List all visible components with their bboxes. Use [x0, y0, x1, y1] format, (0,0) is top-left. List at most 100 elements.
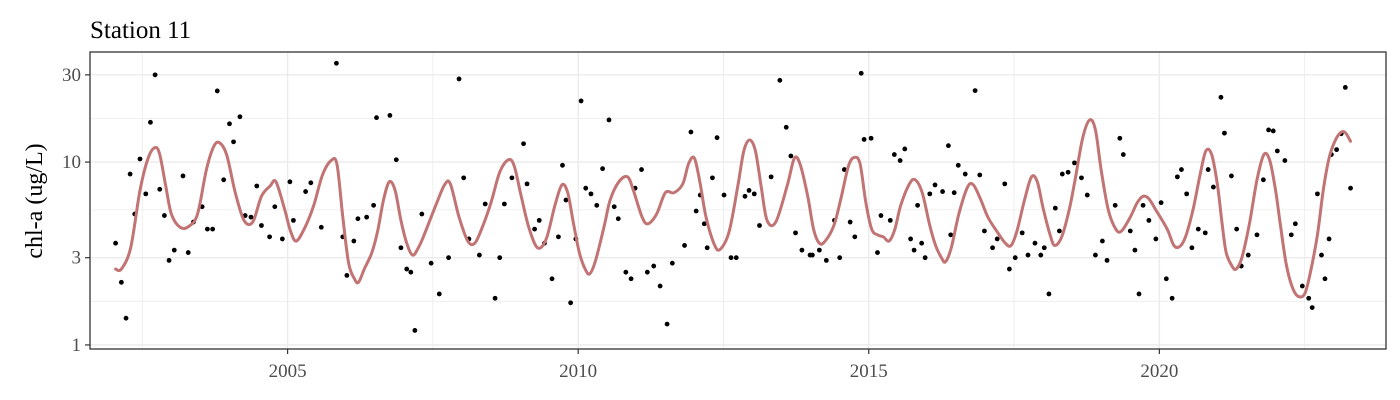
data-point [143, 191, 149, 197]
data-point [408, 269, 414, 275]
data-point [419, 211, 425, 217]
data-point [137, 156, 143, 162]
data-point [751, 191, 757, 197]
data-point [742, 193, 748, 199]
data-point [1099, 238, 1105, 244]
data-point [945, 143, 951, 149]
data-point [1132, 247, 1138, 253]
x-tick-label: 2020 [1140, 361, 1178, 382]
data-point [594, 202, 600, 208]
data-point [412, 328, 418, 333]
data-point [1334, 147, 1340, 153]
data-point [393, 157, 399, 163]
data-point [524, 181, 530, 187]
data-point [578, 98, 584, 104]
data-point [982, 228, 987, 234]
data-point [227, 121, 232, 127]
data-point [1179, 167, 1184, 172]
data-point [962, 171, 968, 177]
data-point [1315, 191, 1320, 197]
x-tick-label: 2005 [269, 361, 307, 382]
data-point [303, 189, 309, 194]
data-point [600, 166, 605, 172]
data-point [556, 234, 561, 240]
data-point [788, 153, 794, 159]
data-point [1012, 255, 1018, 261]
data-point [1169, 295, 1175, 301]
data-point [1046, 291, 1052, 297]
data-point [1274, 148, 1280, 154]
data-point [1234, 226, 1240, 232]
data-point [157, 186, 163, 192]
data-point [1041, 245, 1047, 251]
data-point [977, 172, 983, 178]
data-point [1342, 85, 1348, 90]
data-point [267, 234, 272, 240]
data-point [1127, 228, 1133, 234]
data-point [733, 255, 739, 261]
data-point [757, 223, 762, 228]
data-point [1260, 177, 1266, 183]
data-point [657, 283, 663, 289]
data-point [1065, 169, 1071, 175]
data-point [1019, 230, 1025, 236]
y-tick-label: 30 [62, 65, 81, 86]
data-point [887, 217, 893, 223]
chart-title: Station 11 [90, 17, 191, 44]
y-axis: 1 3 10 30 [62, 65, 90, 356]
data-point [171, 247, 177, 253]
data-point [123, 315, 129, 321]
data-point [210, 226, 216, 232]
data-point [404, 266, 410, 272]
data-point [185, 250, 191, 255]
data-point [279, 236, 285, 242]
data-point [492, 295, 498, 301]
data-point [482, 201, 488, 207]
data-point [476, 252, 482, 258]
data-point [1056, 228, 1062, 234]
data-point [536, 217, 542, 223]
data-point [532, 226, 537, 232]
data-point [902, 146, 908, 152]
data-point [1245, 252, 1251, 258]
data-point [1254, 232, 1260, 238]
data-point [728, 255, 734, 261]
data-point [560, 162, 565, 168]
data-point [688, 129, 694, 135]
data-point [1072, 160, 1077, 166]
data-point [1112, 202, 1118, 208]
grid-minor [90, 52, 1386, 349]
data-point [615, 216, 621, 222]
data-point [428, 260, 434, 266]
data-point [355, 216, 361, 222]
x-tick-label: 2015 [850, 361, 888, 382]
data-point [927, 191, 933, 197]
data-point [922, 255, 928, 261]
y-tick-label: 3 [72, 248, 82, 269]
data-point [1309, 305, 1315, 311]
data-point [861, 137, 867, 142]
data-point [1288, 232, 1294, 238]
data-point [875, 250, 880, 255]
data-point [456, 76, 462, 82]
data-point [166, 257, 172, 263]
data-point [1229, 173, 1234, 179]
y-tick-label: 1 [72, 335, 82, 356]
data-point [1189, 245, 1195, 251]
data-point [1059, 171, 1065, 177]
data-point [501, 201, 507, 207]
data-point [161, 213, 167, 218]
data-point [891, 152, 897, 157]
data-point [521, 141, 526, 147]
data-point [387, 113, 393, 118]
data-point [911, 247, 917, 253]
data-point [1205, 167, 1211, 172]
data-point [611, 204, 617, 210]
data-point [259, 223, 264, 228]
data-point [897, 158, 903, 163]
data-point [858, 70, 864, 76]
data-point [714, 135, 720, 141]
data-point [1292, 221, 1298, 227]
data-point [710, 175, 715, 181]
